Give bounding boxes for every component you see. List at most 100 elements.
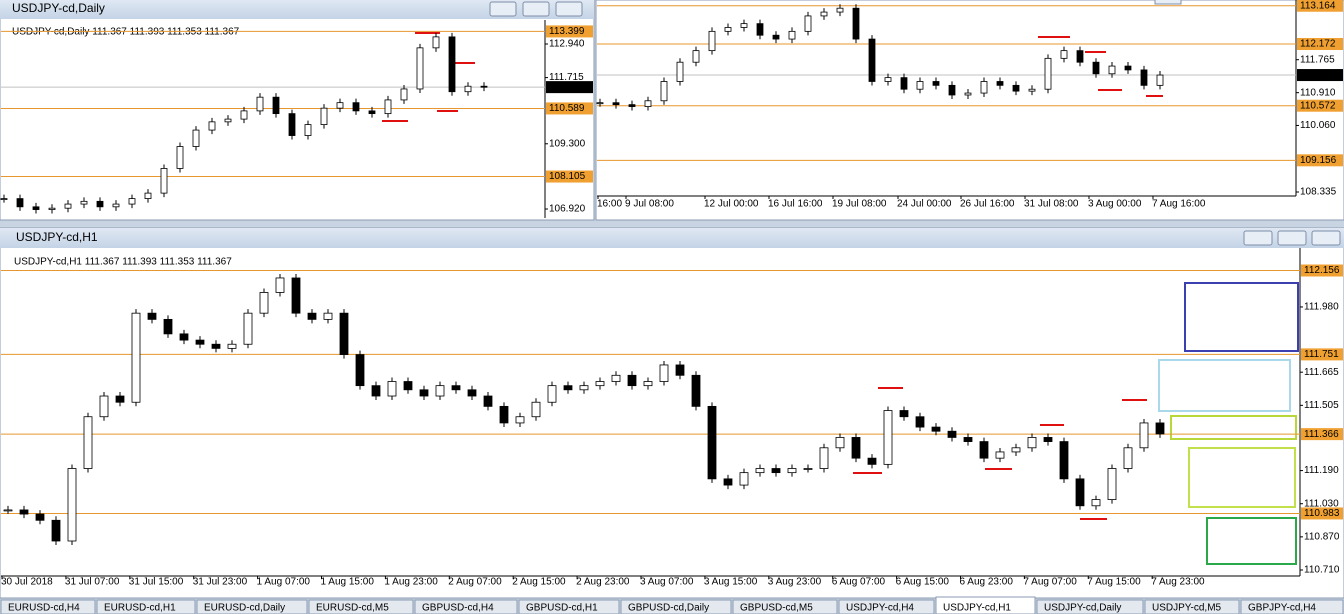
price-tag: [546, 102, 593, 115]
time-label: 2 Aug 07:00: [448, 577, 502, 588]
candle: [384, 99, 392, 115]
time-label: 26 Jul 16:00: [960, 199, 1015, 210]
candle: [724, 27, 732, 32]
candle: [243, 312, 253, 345]
candle: [51, 519, 61, 542]
zone-box: [1158, 359, 1291, 412]
candle: [868, 38, 876, 82]
time-label: 7 Aug 07:00: [1023, 577, 1077, 588]
tab[interactable]: [1240, 599, 1344, 614]
candle: [371, 385, 381, 397]
candle: [112, 203, 120, 208]
tab-label[interactable]: USDJPY-cd,H1: [943, 603, 1011, 614]
candle: [1060, 50, 1068, 59]
candle: [963, 437, 973, 442]
price-label: 110.060: [1300, 120, 1336, 131]
tab[interactable]: [1144, 599, 1240, 614]
price-label: 106.920: [549, 204, 586, 215]
candle: [48, 207, 56, 210]
window-h1: [0, 227, 1344, 599]
close-button[interactable]: [555, 1, 583, 17]
candle: [1011, 447, 1021, 453]
candle: [1027, 437, 1037, 449]
candle: [259, 292, 269, 314]
candle: [1028, 88, 1036, 92]
candle: [499, 405, 509, 424]
zone-box: [1184, 282, 1299, 352]
price-label: 108.335: [1300, 187, 1337, 198]
price-label: 111.980: [1304, 302, 1339, 313]
price-tag: [1301, 264, 1343, 277]
candle: [432, 36, 440, 49]
tab-label[interactable]: EURUSD-cd,Daily: [204, 603, 285, 614]
tab-label[interactable]: GBPUSD-cd,H1: [526, 603, 598, 614]
price-label: 112.172: [1300, 39, 1336, 50]
candle: [884, 77, 892, 82]
candle: [403, 381, 413, 391]
candle: [256, 96, 264, 112]
candle: [515, 416, 525, 424]
candle: [835, 437, 845, 449]
price-label: 109.300: [549, 138, 586, 149]
candle: [1075, 478, 1085, 507]
price-tag: [1297, 99, 1343, 112]
candle: [336, 102, 344, 109]
candle: [419, 389, 429, 397]
tab[interactable]: [0, 599, 96, 614]
tab[interactable]: [518, 599, 620, 614]
time-label: 16 Jul 16:00: [768, 199, 823, 210]
time-label: 7 Aug 16:00: [1152, 199, 1206, 210]
price-label: 110.910: [1300, 87, 1336, 98]
candle: [16, 198, 24, 208]
minimize-button[interactable]: [1243, 230, 1273, 246]
tab-label[interactable]: EURUSD-cd,M5: [316, 603, 389, 614]
tab-label[interactable]: EURUSD-cd,H1: [104, 603, 176, 614]
candle: [1092, 61, 1100, 75]
tab[interactable]: [308, 599, 414, 614]
tab[interactable]: [620, 599, 732, 614]
candle: [416, 47, 424, 90]
minimize-button[interactable]: [489, 1, 517, 17]
tab[interactable]: [1036, 599, 1144, 614]
tab[interactable]: [196, 599, 308, 614]
tab[interactable]: [96, 599, 196, 614]
candle: [995, 451, 1005, 459]
candle: [788, 30, 796, 40]
candle: [224, 118, 232, 123]
candle: [144, 192, 152, 199]
close-button[interactable]: [1311, 230, 1341, 246]
price-label: 111.366: [1304, 429, 1339, 440]
candle: [836, 7, 844, 13]
price-label: 111.751: [1304, 349, 1339, 360]
tab-label[interactable]: GBPJPY-cd,H4: [1248, 603, 1316, 614]
candle: [147, 312, 157, 320]
time-label: 7 Aug 23:00: [1151, 577, 1205, 588]
candle: [867, 457, 877, 465]
candle: [659, 364, 669, 382]
tab-label[interactable]: EURUSD-cd,H4: [8, 603, 80, 614]
close-button[interactable]: [1154, 0, 1182, 5]
tab[interactable]: [935, 596, 1036, 614]
maximize-button[interactable]: [1277, 230, 1307, 246]
title-bar: [0, 228, 1344, 248]
tab-label[interactable]: GBPUSD-cd,M5: [740, 603, 813, 614]
tab-label[interactable]: USDJPY-cd,M5: [1152, 603, 1222, 614]
tab[interactable]: [732, 599, 838, 614]
candle: [804, 15, 812, 32]
tab-label[interactable]: GBPUSD-cd,H4: [422, 603, 494, 614]
time-label: 6 Aug 07:00: [832, 577, 886, 588]
time-label: 3 Aug 07:00: [640, 577, 694, 588]
tab-label[interactable]: USDJPY-cd,H4: [846, 603, 914, 614]
maximize-button[interactable]: [522, 1, 550, 17]
tab-label[interactable]: GBPUSD-cd,Daily: [628, 603, 709, 614]
price-label: 112.156: [1304, 265, 1340, 276]
tab[interactable]: [838, 599, 935, 614]
time-label: 1 Aug 23:00: [384, 577, 438, 588]
tab-label[interactable]: USDJPY-cd,Daily: [1044, 603, 1121, 614]
candle: [739, 472, 749, 486]
tab-bar: EURUSD-cd,H4 EURUSD-cd,H1 EURUSD-cd,Daily E…: [0, 596, 1344, 614]
tab[interactable]: [414, 599, 518, 614]
time-label: 3 Aug 23:00: [768, 577, 822, 588]
candle: [787, 468, 797, 474]
candle: [467, 389, 477, 397]
